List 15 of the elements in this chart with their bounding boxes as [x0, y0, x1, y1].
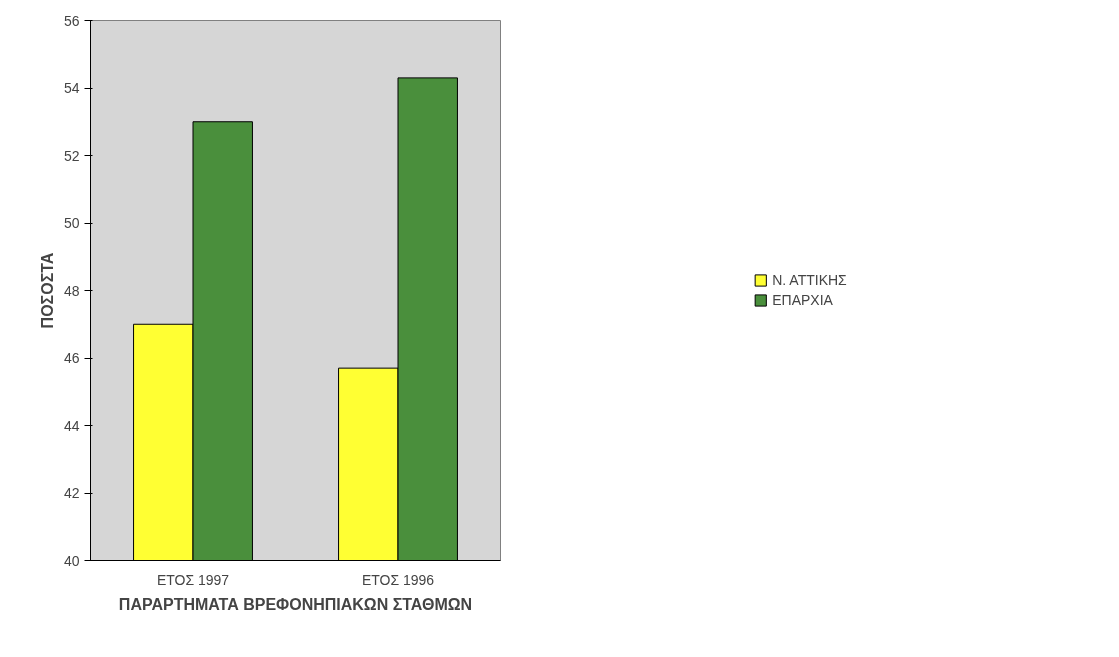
- y-tick-label: 48: [63, 282, 80, 299]
- y-tick-label: 46: [63, 350, 80, 366]
- y-tick-label: 50: [63, 215, 80, 231]
- legend-label: Ν. ΑΤΤΙΚΗΣ: [772, 272, 847, 288]
- y-tick-label: 52: [63, 147, 80, 164]
- y-tick-label: 54: [63, 80, 80, 96]
- legend-label: ΕΠΑΡΧΙΑ: [772, 292, 833, 308]
- x-axis-title: ΠΑΡΑΡΤΗΜΑΤΑ ΒΡΕΦΟΝΗΠΙΑΚΩΝ ΣΤΑΘΜΩΝ: [118, 595, 473, 613]
- x-tick-label: ΕΤΟΣ 1996: [361, 571, 435, 588]
- x-tick-label: ΕΤΟΣ 1997: [156, 571, 230, 588]
- y-tick-label: 42: [63, 485, 80, 501]
- y-tick-label: 40: [63, 552, 80, 569]
- y-tick-label: 44: [63, 417, 80, 434]
- y-tick-label: 56: [63, 12, 80, 29]
- y-axis-title: ΠΟΣΟΣΤΑ: [38, 252, 56, 329]
